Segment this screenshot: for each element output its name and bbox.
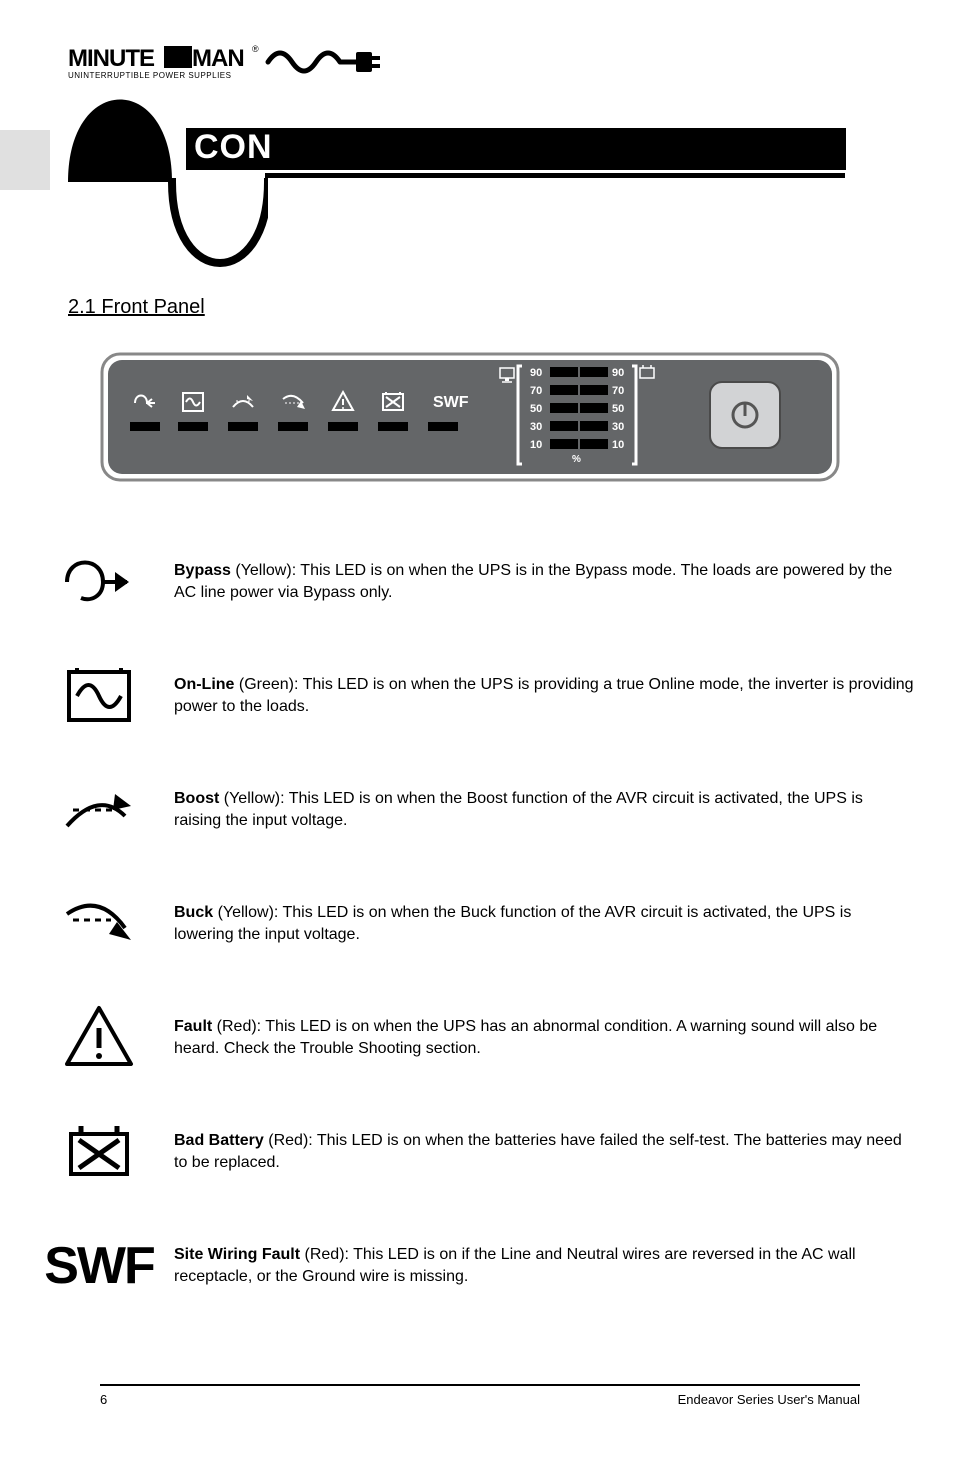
page-number: 6 [100,1392,107,1407]
swf-text: Site Wiring Fault (Red): This LED is on … [144,1244,914,1289]
svg-text:70: 70 [612,385,624,397]
svg-text:30: 30 [612,421,624,433]
indicator-bypass: Bypass (Yellow): This LED is on when the… [20,530,920,634]
chapter-icon-overlay: 2 [68,90,268,270]
front-panel-figure: SWF 90 90 [100,352,840,482]
brand-subtitle: UNINTERRUPTIBLE POWER SUPPLIES [68,71,231,80]
fault-icon [54,993,144,1083]
inverter-icon [54,651,144,741]
bypass-text: Bypass (Yellow): This LED is on when the… [144,560,914,605]
online-text: On-Line (Green): This LED is on when the… [144,674,914,719]
section-title: 2.1 Front Panel [68,296,205,319]
indicator-boost: Boost (Yellow): This LED is on when the … [20,758,920,862]
bypass-icon [54,537,144,627]
swf-icon: SWF [54,1221,144,1311]
boost-icon [54,765,144,855]
svg-text:10: 10 [612,439,624,451]
svg-text:70: 70 [530,385,542,397]
svg-text:MAN: MAN [192,45,244,72]
fault-text: Fault (Red): This LED is on when the UPS… [144,1016,914,1061]
indicator-list: Bypass (Yellow): This LED is on when the… [20,530,920,1328]
svg-text:90: 90 [612,367,624,379]
svg-text:30: 30 [530,421,542,433]
buck-text: Buck (Yellow): This LED is on when the B… [144,902,914,947]
chapter-title: CONTROLS AND INDICATORS [186,128,708,167]
svg-text:%: % [572,454,581,465]
svg-text:90: 90 [530,367,542,379]
svg-text:50: 50 [530,403,542,415]
page-footer: 6 Endeavor Series User's Manual [100,1384,860,1407]
boost-text: Boost (Yellow): This LED is on when the … [144,788,914,833]
buck-icon [54,879,144,969]
swf-label: SWF [433,394,469,411]
svg-text:®: ® [252,44,259,54]
svg-text:50: 50 [612,403,624,415]
bad-battery-text: Bad Battery (Red): This LED is on when t… [144,1130,914,1175]
svg-text:10: 10 [530,439,542,451]
manual-title: Endeavor Series User's Manual [678,1392,860,1407]
svg-text:MINUTE: MINUTE [68,45,155,72]
indicator-buck: Buck (Yellow): This LED is on when the B… [20,872,920,976]
bad-battery-icon [54,1107,144,1197]
indicator-online: On-Line (Green): This LED is on when the… [20,644,920,748]
page-tab [0,130,50,190]
chapter-underline [265,173,845,178]
svg-text:2: 2 [92,166,143,268]
indicator-bad-battery: Bad Battery (Red): This LED is on when t… [20,1100,920,1204]
indicator-fault: Fault (Red): This LED is on when the UPS… [20,986,920,1090]
indicator-swf: SWF Site Wiring Fault (Red): This LED is… [20,1214,920,1318]
power-button[interactable] [710,382,780,448]
brand-logo: MINUTE MAN ® UNINTERRUPTIBLE POWER SUPPL… [68,40,408,88]
